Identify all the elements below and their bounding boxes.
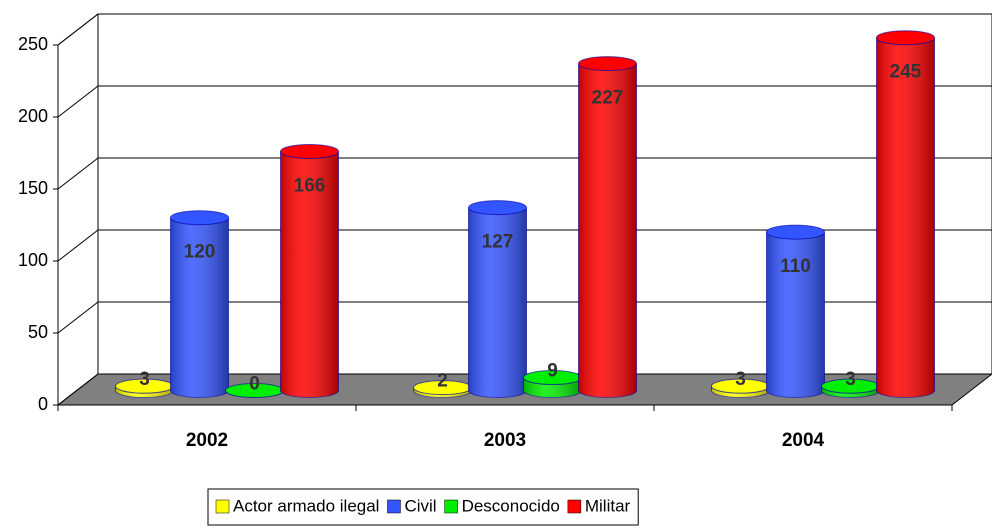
y-tick-label: 100 <box>18 250 48 270</box>
bar-top <box>578 56 637 72</box>
data-label: 127 <box>482 232 514 253</box>
legend-label: Civil <box>404 496 436 515</box>
legend-label: Militar <box>585 496 631 515</box>
bar-top <box>280 143 339 159</box>
bar-shade <box>523 377 582 398</box>
legend-label: Actor armado ilegal <box>233 496 379 515</box>
y-tick-label: 0 <box>38 394 48 414</box>
data-label: 9 <box>547 361 558 382</box>
legend-label: Desconocido <box>462 496 560 515</box>
bar-shade <box>170 217 229 398</box>
bar-shade <box>711 386 770 398</box>
data-label: 245 <box>890 62 922 83</box>
bar-shade <box>280 151 339 398</box>
legend-swatch <box>387 499 401 514</box>
y-tick-label: 150 <box>18 178 48 198</box>
data-label: 120 <box>184 242 216 263</box>
legend-swatch <box>567 499 582 514</box>
bar-top <box>766 224 825 240</box>
x-tick-label: 2004 <box>782 430 825 451</box>
data-label: 166 <box>294 175 326 196</box>
legend: Actor armado ilegal Civil Desconocido Milit… <box>207 488 639 526</box>
back-wall <box>97 13 992 375</box>
x-tick-label: 2002 <box>186 430 228 451</box>
legend-box <box>207 488 639 526</box>
data-label: 227 <box>592 88 624 109</box>
data-label: 110 <box>780 256 811 277</box>
bar-top <box>876 30 935 46</box>
bar-shade <box>766 232 825 398</box>
grid-line <box>57 229 992 262</box>
grid-line <box>57 301 992 334</box>
legend-swatch <box>444 499 458 514</box>
data-label: 3 <box>735 369 746 390</box>
bar-top <box>468 200 527 216</box>
grid-line <box>57 373 992 406</box>
data-label: 2 <box>437 371 448 392</box>
bar-shade <box>468 207 527 398</box>
y-tick-label: 50 <box>28 322 48 342</box>
legend-swatch <box>215 499 230 514</box>
bar-shade <box>876 37 935 398</box>
bar-shade <box>578 63 637 398</box>
bar-shade <box>115 386 174 398</box>
bar-shade <box>413 387 472 398</box>
y-tick-label: 200 <box>18 106 48 126</box>
y-tick-label: 250 <box>18 34 48 54</box>
grid-line <box>57 85 992 118</box>
data-label: 3 <box>139 369 150 390</box>
data-label: 3 <box>845 369 856 390</box>
grid-line <box>57 13 992 46</box>
data-label: 0 <box>249 374 260 395</box>
x-tick-label: 2003 <box>484 430 526 451</box>
bar-top <box>170 210 229 226</box>
grid-line <box>57 157 992 190</box>
bar-shade <box>821 386 880 398</box>
